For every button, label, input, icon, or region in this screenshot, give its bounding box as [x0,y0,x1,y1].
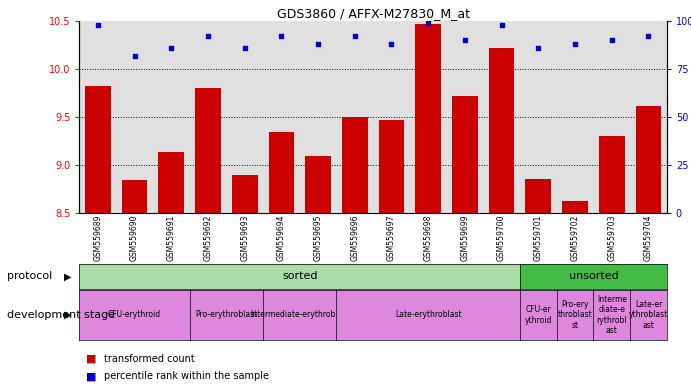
Bar [195,88,221,213]
Point [349,33,360,40]
Text: ▶: ▶ [64,271,71,281]
Text: ■: ■ [86,371,97,381]
Text: transformed count: transformed count [104,354,194,364]
Point [276,33,287,40]
Point [606,37,617,43]
Bar [599,136,625,213]
Point [460,37,471,43]
Point [643,33,654,40]
Text: sorted: sorted [282,271,317,281]
Point [496,22,507,28]
Text: Interme
diate-e
rythrobl
ast: Interme diate-e rythrobl ast [596,295,627,335]
Text: Pro-erythroblast: Pro-erythroblast [195,310,258,319]
Text: Intermediate-erythroblast: Intermediate-erythroblast [250,310,350,319]
Bar [452,96,477,213]
Bar [342,117,368,213]
Point [202,33,214,40]
Bar [122,180,147,213]
Text: ▶: ▶ [64,310,71,320]
Text: Pro-ery
throblast
st: Pro-ery throblast st [558,300,592,330]
Point [569,41,580,47]
Bar [415,24,441,213]
Bar [525,179,551,213]
Text: Late-erythroblast: Late-erythroblast [395,310,462,319]
Point [93,22,104,28]
Point [533,45,544,51]
Text: development stage: development stage [7,310,115,320]
Bar [562,200,588,213]
Bar [305,156,331,213]
Point [239,45,250,51]
Text: CFU-er
ythroid: CFU-er ythroid [524,305,552,324]
Bar [158,152,184,213]
Point [129,53,140,59]
Text: unsorted: unsorted [569,271,618,281]
Point [312,41,323,47]
Bar [379,120,404,213]
Bar [489,48,515,213]
Bar [636,106,661,213]
Title: GDS3860 / AFFX-M27830_M_at: GDS3860 / AFFX-M27830_M_at [276,7,470,20]
Text: Late-er
ythroblast
ast: Late-er ythroblast ast [629,300,668,330]
Bar [85,86,111,213]
Point [423,20,434,26]
Point [386,41,397,47]
Point [166,45,177,51]
Text: percentile rank within the sample: percentile rank within the sample [104,371,269,381]
Text: CFU-erythroid: CFU-erythroid [108,310,161,319]
Text: ■: ■ [86,354,97,364]
Text: protocol: protocol [7,271,52,281]
Bar [231,175,258,213]
Bar [269,132,294,213]
